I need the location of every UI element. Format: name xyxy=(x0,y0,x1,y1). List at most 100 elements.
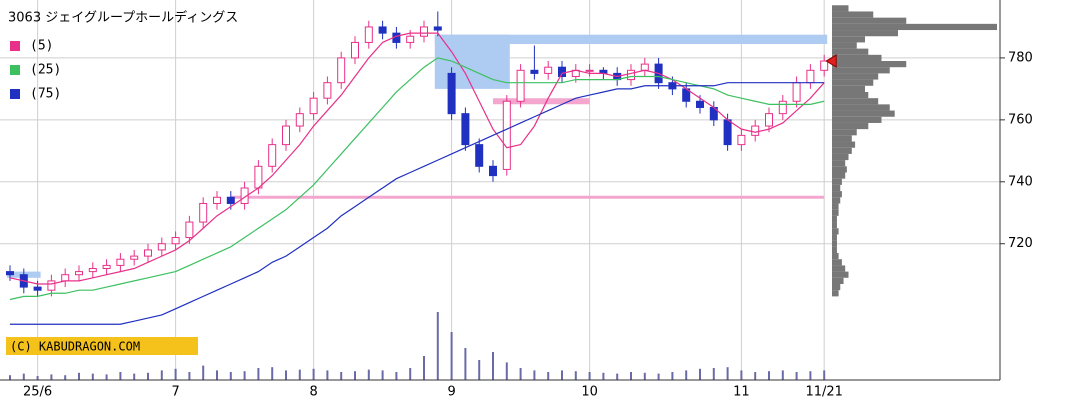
volume-profile-bar xyxy=(832,290,839,297)
plot xyxy=(6,5,997,380)
candle-body xyxy=(364,26,373,43)
volume-bar xyxy=(174,368,177,380)
volume-bar xyxy=(450,332,453,380)
volume-profile-bar xyxy=(832,246,837,254)
volume-profile-bar xyxy=(832,222,837,229)
candle-body xyxy=(213,196,221,204)
volume-profile-bar xyxy=(832,259,842,266)
candle-body xyxy=(489,165,497,177)
candle-body xyxy=(696,100,704,108)
volume-profile-bar xyxy=(832,67,890,74)
volume-bar xyxy=(326,370,329,380)
volume-profile-bar xyxy=(832,135,852,142)
volume-bar xyxy=(271,367,274,380)
candle-body xyxy=(806,69,815,84)
candle-body xyxy=(475,144,484,167)
volume-bar xyxy=(712,368,715,380)
candle-body xyxy=(185,221,194,239)
volume-bar xyxy=(616,373,619,380)
candle-body xyxy=(116,258,125,266)
volume-profile-bar xyxy=(832,98,879,105)
x-tick-label: 7 xyxy=(171,385,179,400)
volume-profile-bar xyxy=(832,147,852,154)
volume-profile-bar xyxy=(832,61,907,68)
candle-body xyxy=(420,26,428,37)
volume-profile-bar xyxy=(832,203,839,210)
volume-bar xyxy=(823,370,826,380)
volume-bar xyxy=(699,368,701,380)
candle-body xyxy=(792,82,801,102)
volume-profile-bar xyxy=(832,277,844,284)
volume-bar xyxy=(423,356,425,380)
legend-swatch xyxy=(10,65,20,75)
y-tick-label: 760 xyxy=(1008,112,1033,127)
volume-profile-bar xyxy=(832,228,839,235)
volume-bar xyxy=(229,372,232,380)
volume-profile-bar xyxy=(832,253,839,260)
candle-body xyxy=(47,280,56,291)
candle-body xyxy=(737,134,746,146)
candle-body xyxy=(130,255,139,260)
candle-body xyxy=(144,249,152,257)
volume-bar xyxy=(781,370,784,380)
volume-bar xyxy=(574,371,577,380)
volume-bar xyxy=(519,368,522,380)
volume-profile-bar xyxy=(832,73,879,80)
volume-profile-bar xyxy=(832,191,842,198)
candle-body xyxy=(309,97,318,115)
volume-bar xyxy=(464,348,467,380)
volume-bar xyxy=(588,372,591,380)
volume-profile-bar xyxy=(832,17,907,24)
x-tick-label: 11/21 xyxy=(805,385,842,400)
y-tick-label: 720 xyxy=(1008,236,1033,251)
copyright: (C) KABUDRAGON.COM xyxy=(10,340,140,354)
volume-profile-bar xyxy=(832,122,869,130)
volume-profile-bar xyxy=(832,153,849,161)
candle-body xyxy=(254,165,263,189)
volume-profile-bar xyxy=(832,265,846,272)
volume-bar xyxy=(478,360,481,380)
candle-body xyxy=(530,69,539,74)
candle-body xyxy=(171,237,180,245)
candle-body xyxy=(778,100,787,115)
volume-bar xyxy=(754,372,757,380)
volume-bar xyxy=(9,375,11,380)
legend-label: (75) xyxy=(30,87,61,102)
volume-bar xyxy=(160,370,163,380)
x-tick-label: 11 xyxy=(733,385,750,400)
x-tick-label: 8 xyxy=(309,385,317,400)
candle-body xyxy=(337,57,346,84)
candle-body xyxy=(75,271,83,276)
legend-swatch xyxy=(10,41,20,51)
volume-bar xyxy=(22,373,25,380)
candle-body xyxy=(516,69,525,102)
volume-bar xyxy=(188,372,191,380)
volume-profile-bar xyxy=(832,197,841,204)
volume-bar xyxy=(643,372,646,380)
volume-bar xyxy=(630,372,632,380)
candle-body xyxy=(6,271,14,276)
moving-average-line xyxy=(10,82,825,325)
candle-body xyxy=(323,82,332,99)
volume-bar xyxy=(492,352,494,380)
volume-profile-bar xyxy=(832,129,857,136)
volume-bar xyxy=(726,367,729,380)
volume-profile-bar xyxy=(832,110,895,117)
price-zone xyxy=(434,34,828,44)
volume-bar xyxy=(381,370,384,380)
volume-bar xyxy=(257,368,260,380)
volume-bar xyxy=(547,372,550,380)
candle-body xyxy=(433,26,442,31)
price-zone xyxy=(434,34,510,89)
candle-body xyxy=(723,119,732,146)
volume-bar xyxy=(436,312,439,380)
volume-bar xyxy=(657,373,660,380)
volume-bar xyxy=(105,374,108,380)
volume-bar xyxy=(409,368,412,380)
y-tick-label: 780 xyxy=(1008,50,1033,65)
candle-body xyxy=(351,41,359,59)
x-tick-label: 10 xyxy=(581,385,598,400)
candle-body xyxy=(461,113,470,146)
volume-profile-bar xyxy=(832,172,846,179)
